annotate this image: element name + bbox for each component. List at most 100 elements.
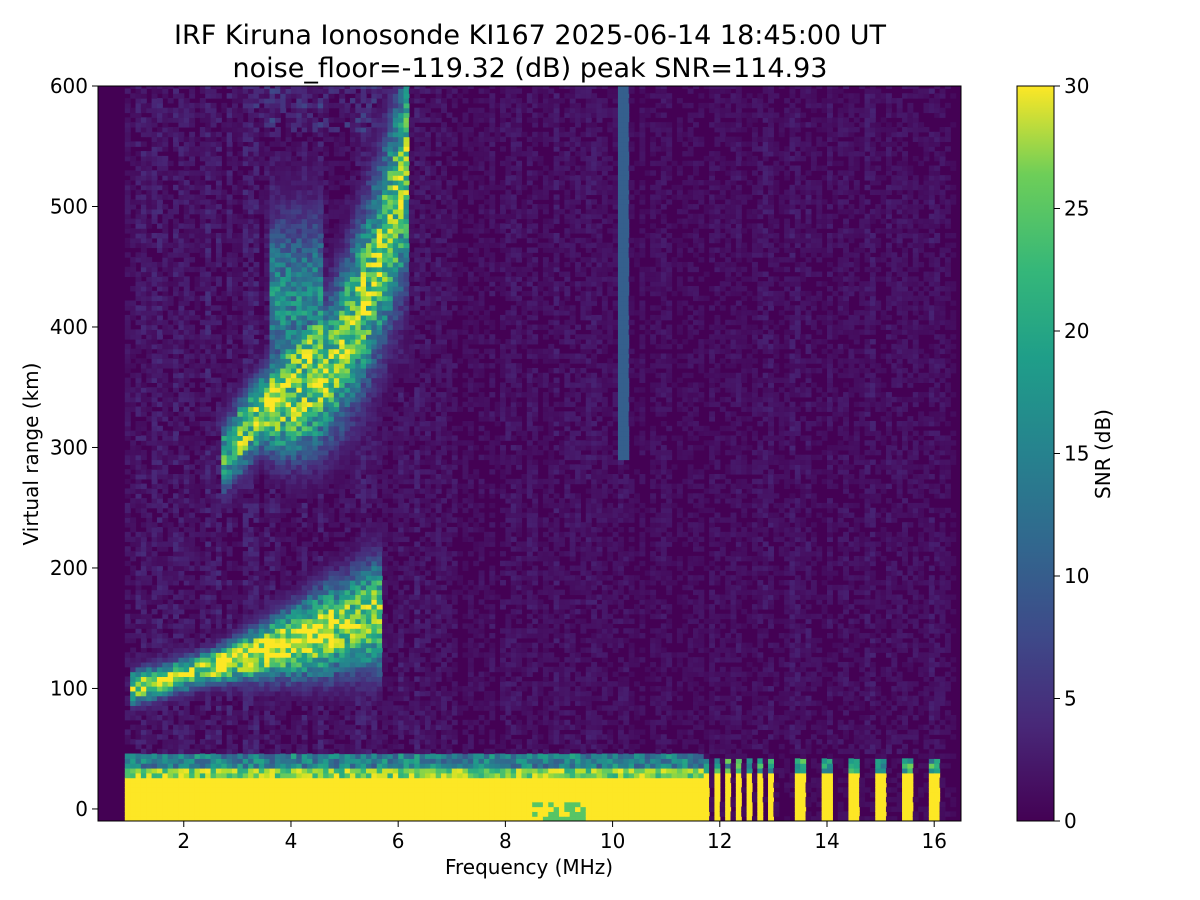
heatmap-cell	[312, 652, 318, 657]
heatmap-cell	[216, 604, 222, 609]
heatmap-cell	[248, 686, 254, 691]
heatmap-cell	[168, 590, 174, 595]
heatmap-cell	[253, 638, 259, 643]
heatmap-cell	[205, 623, 211, 628]
heatmap-cell	[221, 662, 227, 667]
heatmap-cell	[237, 440, 243, 445]
heatmap-cell	[168, 580, 174, 585]
heatmap-cell	[275, 349, 281, 354]
heatmap-cell	[205, 546, 211, 551]
heatmap-cell	[312, 204, 318, 209]
heatmap-cell	[157, 358, 163, 363]
heatmap-cell	[323, 358, 329, 363]
heatmap-cell	[302, 725, 308, 730]
heatmap-cell	[264, 652, 270, 657]
heatmap-cell	[157, 247, 163, 252]
heatmap-cell	[162, 638, 168, 643]
heatmap-cell	[280, 315, 286, 320]
heatmap-cell	[248, 180, 254, 185]
heatmap-cell	[275, 137, 281, 142]
heatmap-cell	[253, 590, 259, 595]
heatmap-cell	[184, 676, 190, 681]
heatmap-cell	[141, 141, 147, 146]
heatmap-cell	[291, 590, 297, 595]
heatmap-cell	[232, 498, 238, 503]
heatmap-cell	[152, 498, 158, 503]
heatmap-cell	[270, 329, 276, 334]
heatmap-cell	[280, 363, 286, 368]
heatmap-cell	[296, 238, 302, 243]
heatmap-cell	[141, 392, 147, 397]
heatmap-cell	[318, 161, 324, 166]
heatmap-cell	[216, 657, 222, 662]
heatmap-cell	[302, 238, 308, 243]
heatmap-cell	[334, 522, 340, 527]
heatmap-cell	[200, 696, 206, 701]
heatmap-cell	[280, 421, 286, 426]
heatmap-cell	[323, 421, 329, 426]
heatmap-cell	[296, 272, 302, 277]
heatmap-cell	[141, 272, 147, 277]
heatmap-cell	[189, 643, 195, 648]
heatmap-cell	[141, 214, 147, 219]
heatmap-cell	[211, 744, 217, 749]
heatmap-cell	[178, 474, 184, 479]
heatmap-cell	[243, 488, 249, 493]
heatmap-cell	[323, 691, 329, 696]
heatmap-cell	[291, 460, 297, 465]
heatmap-cell	[307, 527, 313, 532]
heatmap-cell	[280, 628, 286, 633]
heatmap-cell	[280, 387, 286, 392]
heatmap-cell	[264, 204, 270, 209]
heatmap-cell	[302, 652, 308, 657]
heatmap-cell	[328, 556, 334, 561]
heatmap-cell	[173, 787, 179, 792]
heatmap-cell	[227, 325, 233, 330]
heatmap-cell	[216, 387, 222, 392]
heatmap-cell	[253, 286, 259, 291]
heatmap-cell	[200, 652, 206, 657]
heatmap-cell	[221, 296, 227, 301]
heatmap-cell	[178, 517, 184, 522]
heatmap-cell	[243, 426, 249, 431]
heatmap-cell	[237, 137, 243, 142]
heatmap-cell	[232, 787, 238, 792]
heatmap-cell	[232, 662, 238, 667]
heatmap-cell	[178, 103, 184, 108]
heatmap-cell	[184, 551, 190, 556]
heatmap-cell	[264, 594, 270, 599]
heatmap-cell	[237, 431, 243, 436]
heatmap-cell	[323, 609, 329, 614]
heatmap-cell	[328, 686, 334, 691]
heatmap-cell	[216, 156, 222, 161]
heatmap-cell	[232, 628, 238, 633]
heatmap-cell	[141, 194, 147, 199]
heatmap-cell	[312, 98, 318, 103]
heatmap-cell	[130, 566, 136, 571]
heatmap-cell	[296, 305, 302, 310]
heatmap-cell	[259, 580, 265, 585]
heatmap-cell	[232, 488, 238, 493]
heatmap-cell	[243, 363, 249, 368]
heatmap-cell	[280, 339, 286, 344]
heatmap-cell	[178, 421, 184, 426]
heatmap-cell	[232, 532, 238, 537]
heatmap-cell	[152, 296, 158, 301]
heatmap-cell	[146, 156, 152, 161]
heatmap-cell	[286, 638, 292, 643]
heatmap-cell	[280, 435, 286, 440]
heatmap-cell	[237, 778, 243, 783]
heatmap-cell	[328, 344, 334, 349]
heatmap-cell	[178, 503, 184, 508]
heatmap-cell	[334, 575, 340, 580]
heatmap-cell	[216, 296, 222, 301]
heatmap-cell	[280, 681, 286, 686]
heatmap-cell	[318, 238, 324, 243]
heatmap-cell	[232, 749, 238, 754]
heatmap-cell	[237, 479, 243, 484]
heatmap-cell	[270, 561, 276, 566]
heatmap-cell	[264, 368, 270, 373]
heatmap-cell	[232, 122, 238, 127]
heatmap-cell	[243, 392, 249, 397]
heatmap-cell	[334, 498, 340, 503]
